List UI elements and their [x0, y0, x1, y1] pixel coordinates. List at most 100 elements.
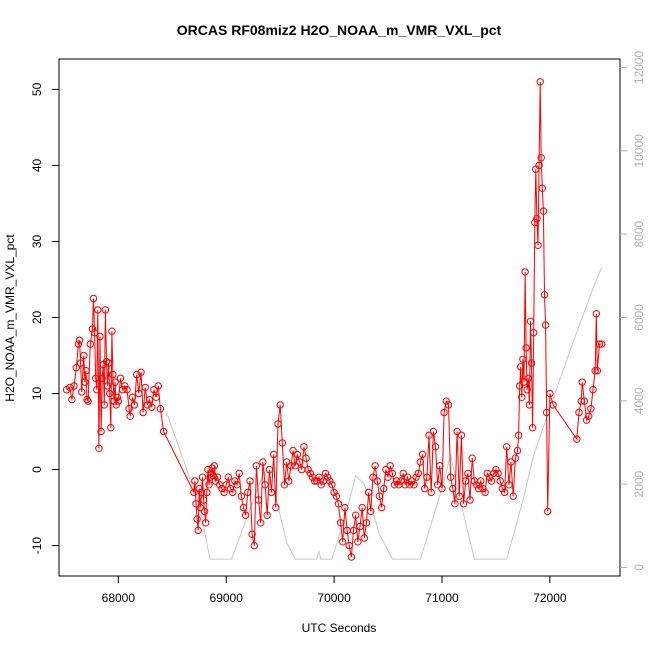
- data-point: [231, 477, 239, 485]
- y2-tick-label: 6000: [632, 304, 646, 331]
- plot-area: 68000 69000 70000 71000 72000 -10 0 10 20 30 40 50 0…: [30, 51, 646, 605]
- data-point: [300, 443, 308, 451]
- data-point: [210, 462, 219, 470]
- data-point: [442, 397, 450, 405]
- data-point: [311, 477, 319, 485]
- data-point: [585, 412, 593, 420]
- x-tick-label: 68000: [102, 591, 136, 605]
- data-point: [412, 473, 420, 481]
- data-point: [449, 484, 457, 493]
- data-point: [352, 511, 360, 519]
- data-point: [208, 464, 216, 472]
- data-point: [498, 484, 507, 493]
- data-point: [156, 405, 165, 413]
- data-point: [321, 469, 330, 478]
- data-point: [364, 488, 373, 497]
- data-point: [302, 454, 310, 462]
- data-point: [492, 465, 500, 474]
- data-point: [66, 383, 74, 392]
- data-point: [139, 408, 147, 417]
- y-tick-label: 40: [30, 158, 44, 172]
- data-point: [592, 310, 600, 318]
- data-point: [494, 469, 502, 478]
- data-point: [505, 481, 513, 489]
- data-point: [341, 503, 349, 512]
- y2-tick-label: 10000: [632, 134, 646, 168]
- data-point: [248, 530, 256, 538]
- data-point: [582, 416, 591, 424]
- chart-title: ORCAS RF08miz2 H2O_NOAA_m_VMR_VXL_pct: [177, 22, 502, 38]
- data-point: [123, 386, 131, 394]
- x-axis-label: UTC Seconds: [302, 621, 377, 635]
- data-point: [78, 388, 86, 396]
- data-point: [418, 450, 427, 459]
- data-point: [81, 378, 89, 386]
- data-point: [103, 382, 112, 390]
- data-point: [397, 477, 405, 485]
- data-point: [213, 473, 222, 481]
- data-point: [384, 473, 392, 481]
- data-point: [267, 488, 276, 497]
- data-point: [86, 340, 95, 348]
- data-point: [523, 386, 531, 394]
- data-point: [358, 503, 366, 512]
- data-point: [74, 340, 83, 348]
- data-point: [434, 481, 442, 489]
- data-point: [315, 473, 323, 481]
- data-point: [410, 481, 418, 489]
- data-point: [200, 507, 209, 516]
- data-point: [462, 477, 470, 485]
- data-point: [104, 359, 113, 367]
- data-point: [154, 382, 163, 390]
- data-point: [203, 488, 211, 497]
- data-point: [479, 484, 487, 493]
- data-point: [525, 401, 534, 409]
- data-point: [304, 465, 312, 474]
- data-point: [577, 397, 585, 405]
- data-point: [388, 469, 397, 478]
- data-point: [254, 496, 263, 504]
- x-tick-label: 71000: [425, 591, 459, 605]
- data-point: [220, 488, 228, 497]
- data-point: [306, 469, 315, 478]
- data-point: [239, 503, 248, 512]
- data-point: [198, 473, 207, 481]
- data-point: [108, 327, 116, 335]
- data-point: [573, 435, 581, 443]
- data-point: [93, 386, 101, 394]
- data-point: [472, 481, 481, 489]
- data-point: [265, 465, 274, 474]
- data-point: [598, 340, 606, 348]
- data-point: [282, 458, 291, 466]
- data-point: [126, 412, 134, 420]
- data-point: [519, 355, 527, 363]
- data-point: [496, 477, 504, 485]
- data-point: [425, 431, 433, 439]
- data-point: [199, 496, 208, 504]
- data-point: [112, 401, 120, 409]
- data-point: [421, 484, 429, 493]
- data-point: [475, 484, 483, 493]
- data-point: [345, 541, 353, 550]
- data-point: [233, 481, 241, 489]
- data-point: [211, 477, 220, 485]
- y-tick-label: 10: [30, 387, 44, 401]
- plot-frame: [58, 58, 621, 577]
- data-point: [507, 458, 515, 466]
- data-point: [593, 367, 601, 375]
- data-point: [540, 291, 549, 299]
- data-point: [408, 477, 416, 485]
- data-point: [328, 481, 336, 489]
- data-point: [377, 503, 386, 512]
- data-point: [536, 78, 544, 86]
- data-point: [148, 403, 156, 411]
- data-point: [477, 477, 485, 485]
- data-point: [70, 382, 78, 390]
- y-tick-label: -10: [30, 537, 44, 555]
- data-point: [517, 363, 525, 371]
- data-point: [88, 325, 97, 333]
- data-point: [196, 503, 205, 512]
- data-point: [537, 154, 545, 162]
- data-point: [274, 420, 282, 428]
- data-point: [509, 492, 517, 500]
